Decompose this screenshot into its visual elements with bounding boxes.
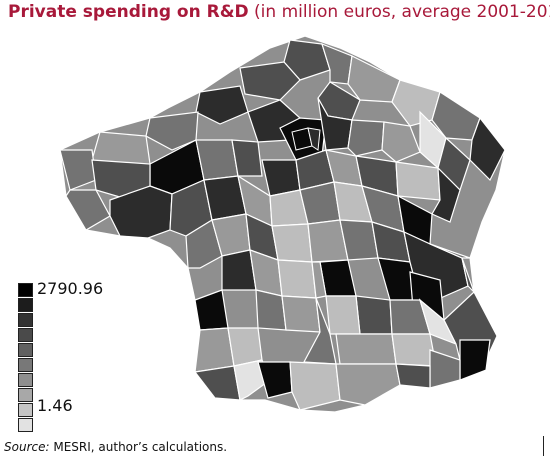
department-region [431,166,461,223]
department-region [194,327,235,373]
department-region [459,339,491,381]
map-title-main: Private spending on R&D [8,2,249,22]
legend-swatches [18,283,33,432]
department-region [231,139,263,177]
department-region [283,39,331,81]
department-region [145,111,199,151]
department-region [321,42,353,85]
department-region [395,363,431,389]
legend-swatch [18,343,33,357]
department-region [335,363,401,406]
department-region [381,121,421,163]
department-region [277,259,317,299]
department-region [431,91,481,141]
department-region [195,85,249,125]
paris-inner-departments [291,127,321,151]
department-region [347,55,401,103]
legend-swatch [18,403,33,417]
source-text: MESRI, author’s calculations. [49,440,228,454]
legend-swatch [18,358,33,372]
department-region [65,189,111,231]
legend-swatch [18,328,33,342]
legend-swatch [18,283,33,297]
legend-swatch [18,373,33,387]
map-title: Private spending on R&D (in million euro… [8,2,550,22]
department-region [395,161,441,201]
france-departments-map [59,35,506,413]
color-legend: 2790.96 1.46 [18,279,103,433]
department-region [195,139,239,181]
department-region [109,185,173,239]
departments [59,39,506,411]
department-region [469,116,506,182]
department-region [461,257,475,293]
legend-max-label: 2790.96 [37,279,104,298]
department-region [299,181,341,225]
legend-swatch [18,418,33,432]
department-region [227,327,263,367]
department-region [281,295,321,333]
legend-swatch [18,313,33,327]
department-region [193,365,241,401]
legend-swatch [18,388,33,402]
department-region [289,361,341,411]
department-region [307,127,321,151]
source-label: Source: [4,440,50,454]
legend-swatch [18,298,33,312]
department-region [325,295,361,335]
map-title-subtitle: (in million euros, average 2001-2011) [248,2,550,22]
department-region [355,295,393,335]
legend-min-label: 1.46 [37,396,73,415]
source-note: Source: MESRI, author’s calculations. [4,440,227,454]
department-region [271,223,313,263]
department-region [185,219,223,269]
department-region [347,119,385,157]
department-region [239,61,301,101]
department-region [335,333,397,365]
page-edge-bar [543,436,544,456]
department-region [429,243,471,259]
